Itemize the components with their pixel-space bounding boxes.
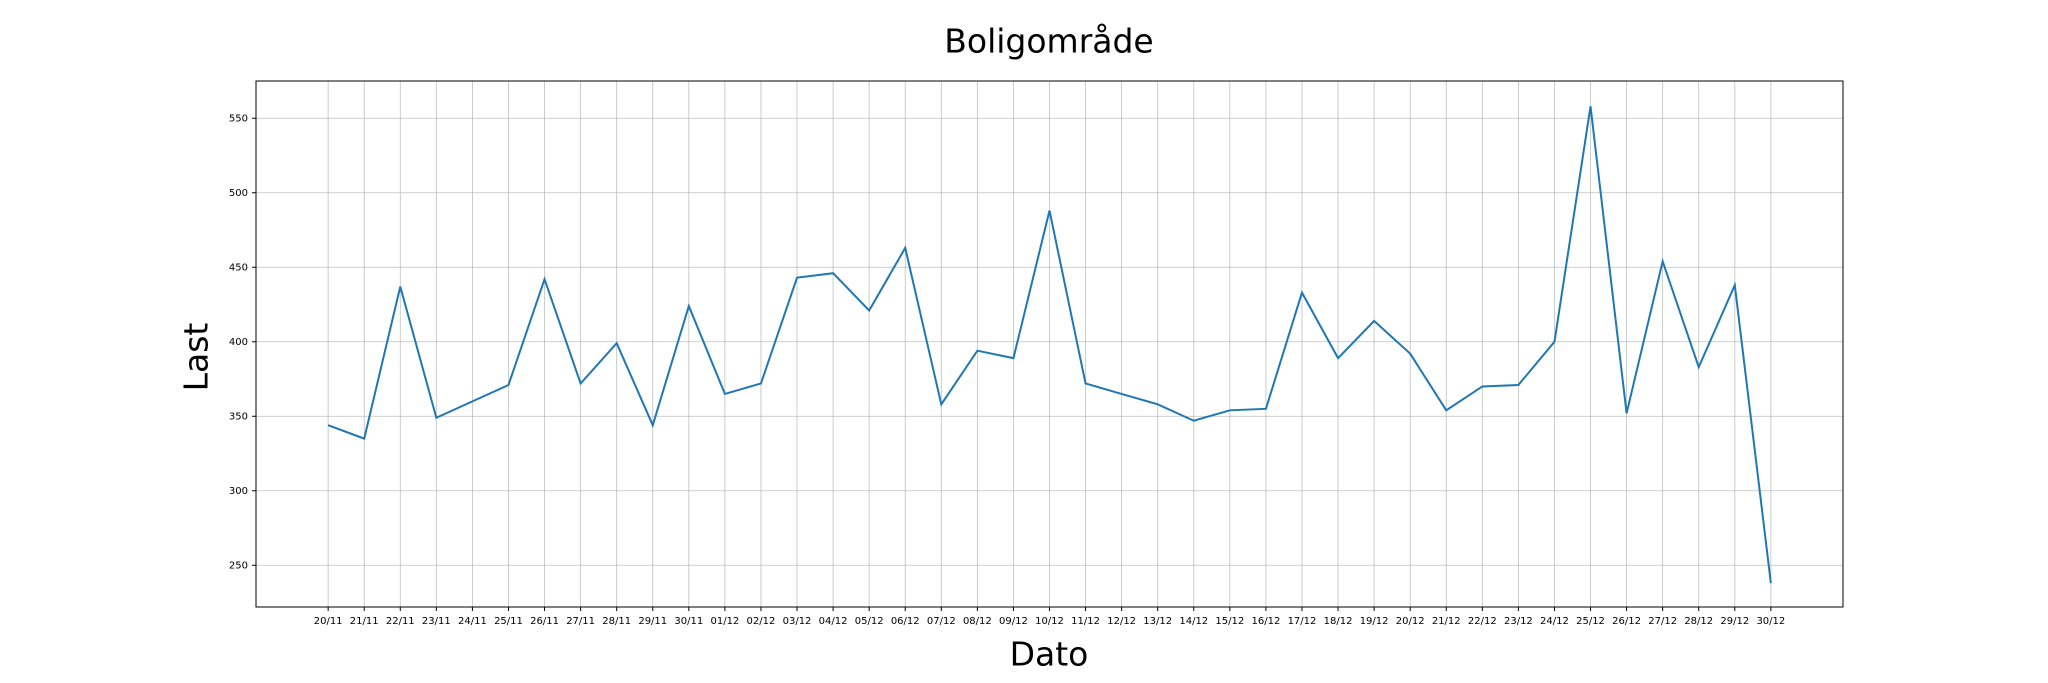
x-tick-label: 05/12: [855, 616, 884, 627]
x-tick-label: 21/11: [350, 616, 379, 627]
x-tick-label: 26/11: [530, 616, 559, 627]
x-tick-label: 21/12: [1432, 616, 1461, 627]
x-tick-label: 27/12: [1648, 616, 1677, 627]
x-tick-label: 04/12: [819, 616, 848, 627]
x-tick-label: 19/12: [1360, 616, 1389, 627]
x-tick-label: 20/11: [314, 616, 343, 627]
x-tick-label: 22/12: [1468, 616, 1497, 627]
x-tick-label: 09/12: [999, 616, 1028, 627]
x-tick-label: 08/12: [963, 616, 992, 627]
x-tick-label: 14/12: [1179, 616, 1208, 627]
x-tick-label: 22/11: [386, 616, 415, 627]
x-tick-label: 03/12: [783, 616, 812, 627]
x-tick-label: 24/11: [458, 616, 487, 627]
x-tick-label: 25/12: [1576, 616, 1605, 627]
chart-title: Boligområde: [944, 22, 1154, 61]
y-axis-label: Last: [177, 323, 216, 392]
x-tick-label: 06/12: [891, 616, 920, 627]
x-tick-label: 18/12: [1324, 616, 1353, 627]
x-tick-label: 17/12: [1288, 616, 1317, 627]
x-tick-label: 29/11: [638, 616, 667, 627]
data-line: [327, 106, 1772, 584]
y-tick-label: 350: [229, 411, 248, 422]
x-tick-label: 28/12: [1684, 616, 1713, 627]
x-tick-label: 02/12: [747, 616, 776, 627]
x-tick-label: 12/12: [1107, 616, 1136, 627]
x-tick-label: 30/12: [1756, 616, 1785, 627]
x-tick-label: 26/12: [1612, 616, 1641, 627]
x-tick-label: 07/12: [927, 616, 956, 627]
plot-frame: [255, 80, 1844, 608]
x-tick-label: 24/12: [1540, 616, 1569, 627]
x-tick-label: 29/12: [1720, 616, 1749, 627]
x-tick-label: 28/11: [602, 616, 631, 627]
x-tick-label: 20/12: [1396, 616, 1425, 627]
x-tick-label: 23/12: [1504, 616, 1533, 627]
x-tick-label: 10/12: [1035, 616, 1064, 627]
x-tick-label: 27/11: [566, 616, 595, 627]
y-tick-label: 450: [229, 262, 248, 273]
x-tick-label: 16/12: [1251, 616, 1280, 627]
x-axis-label: Dato: [1010, 635, 1089, 674]
y-tick-label: 400: [229, 337, 248, 348]
x-tick-label: 30/11: [674, 616, 703, 627]
x-tick-label: 13/12: [1143, 616, 1172, 627]
x-tick-label: 01/12: [710, 616, 739, 627]
x-tick-label: 25/11: [494, 616, 523, 627]
x-tick-label: 11/12: [1071, 616, 1100, 627]
y-tick-label: 500: [229, 188, 248, 199]
y-tick-label: 300: [229, 486, 248, 497]
y-tick-label: 250: [229, 560, 248, 571]
x-tick-label: 23/11: [422, 616, 451, 627]
x-tick-label: 15/12: [1215, 616, 1244, 627]
y-tick-label: 550: [229, 113, 248, 124]
